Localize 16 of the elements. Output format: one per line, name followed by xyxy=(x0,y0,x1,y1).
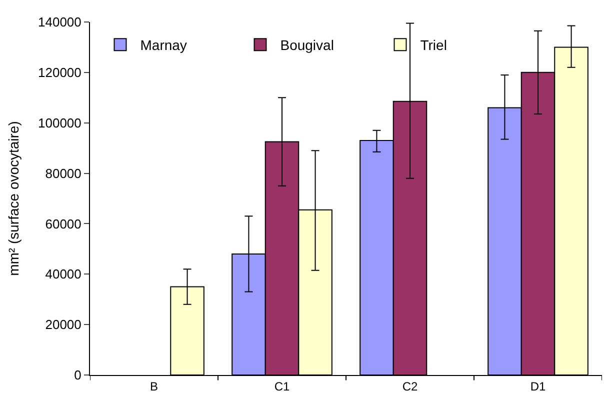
x-tick-label: D1 xyxy=(530,379,546,394)
y-tick-label: 140000 xyxy=(38,14,82,30)
y-tick-label: 100000 xyxy=(38,115,82,130)
y-tick-label: 20000 xyxy=(45,317,82,332)
legend-label: Bougival xyxy=(280,37,334,54)
x-tick-label: C1 xyxy=(274,379,290,394)
y-axis-title: mm² (surface ovocytaire) xyxy=(6,121,22,276)
legend-label: Triel xyxy=(420,37,447,54)
y-tick-label: 120000 xyxy=(38,64,82,80)
legend-label: Marnay xyxy=(140,37,187,54)
y-tick-label: 60000 xyxy=(45,216,82,232)
y-tick-label: 0 xyxy=(74,368,82,383)
x-tick-label: B xyxy=(150,379,158,394)
x-tick-label: C2 xyxy=(402,379,418,394)
y-tick-label: 40000 xyxy=(45,266,82,282)
y-tick-label: 80000 xyxy=(45,166,82,181)
